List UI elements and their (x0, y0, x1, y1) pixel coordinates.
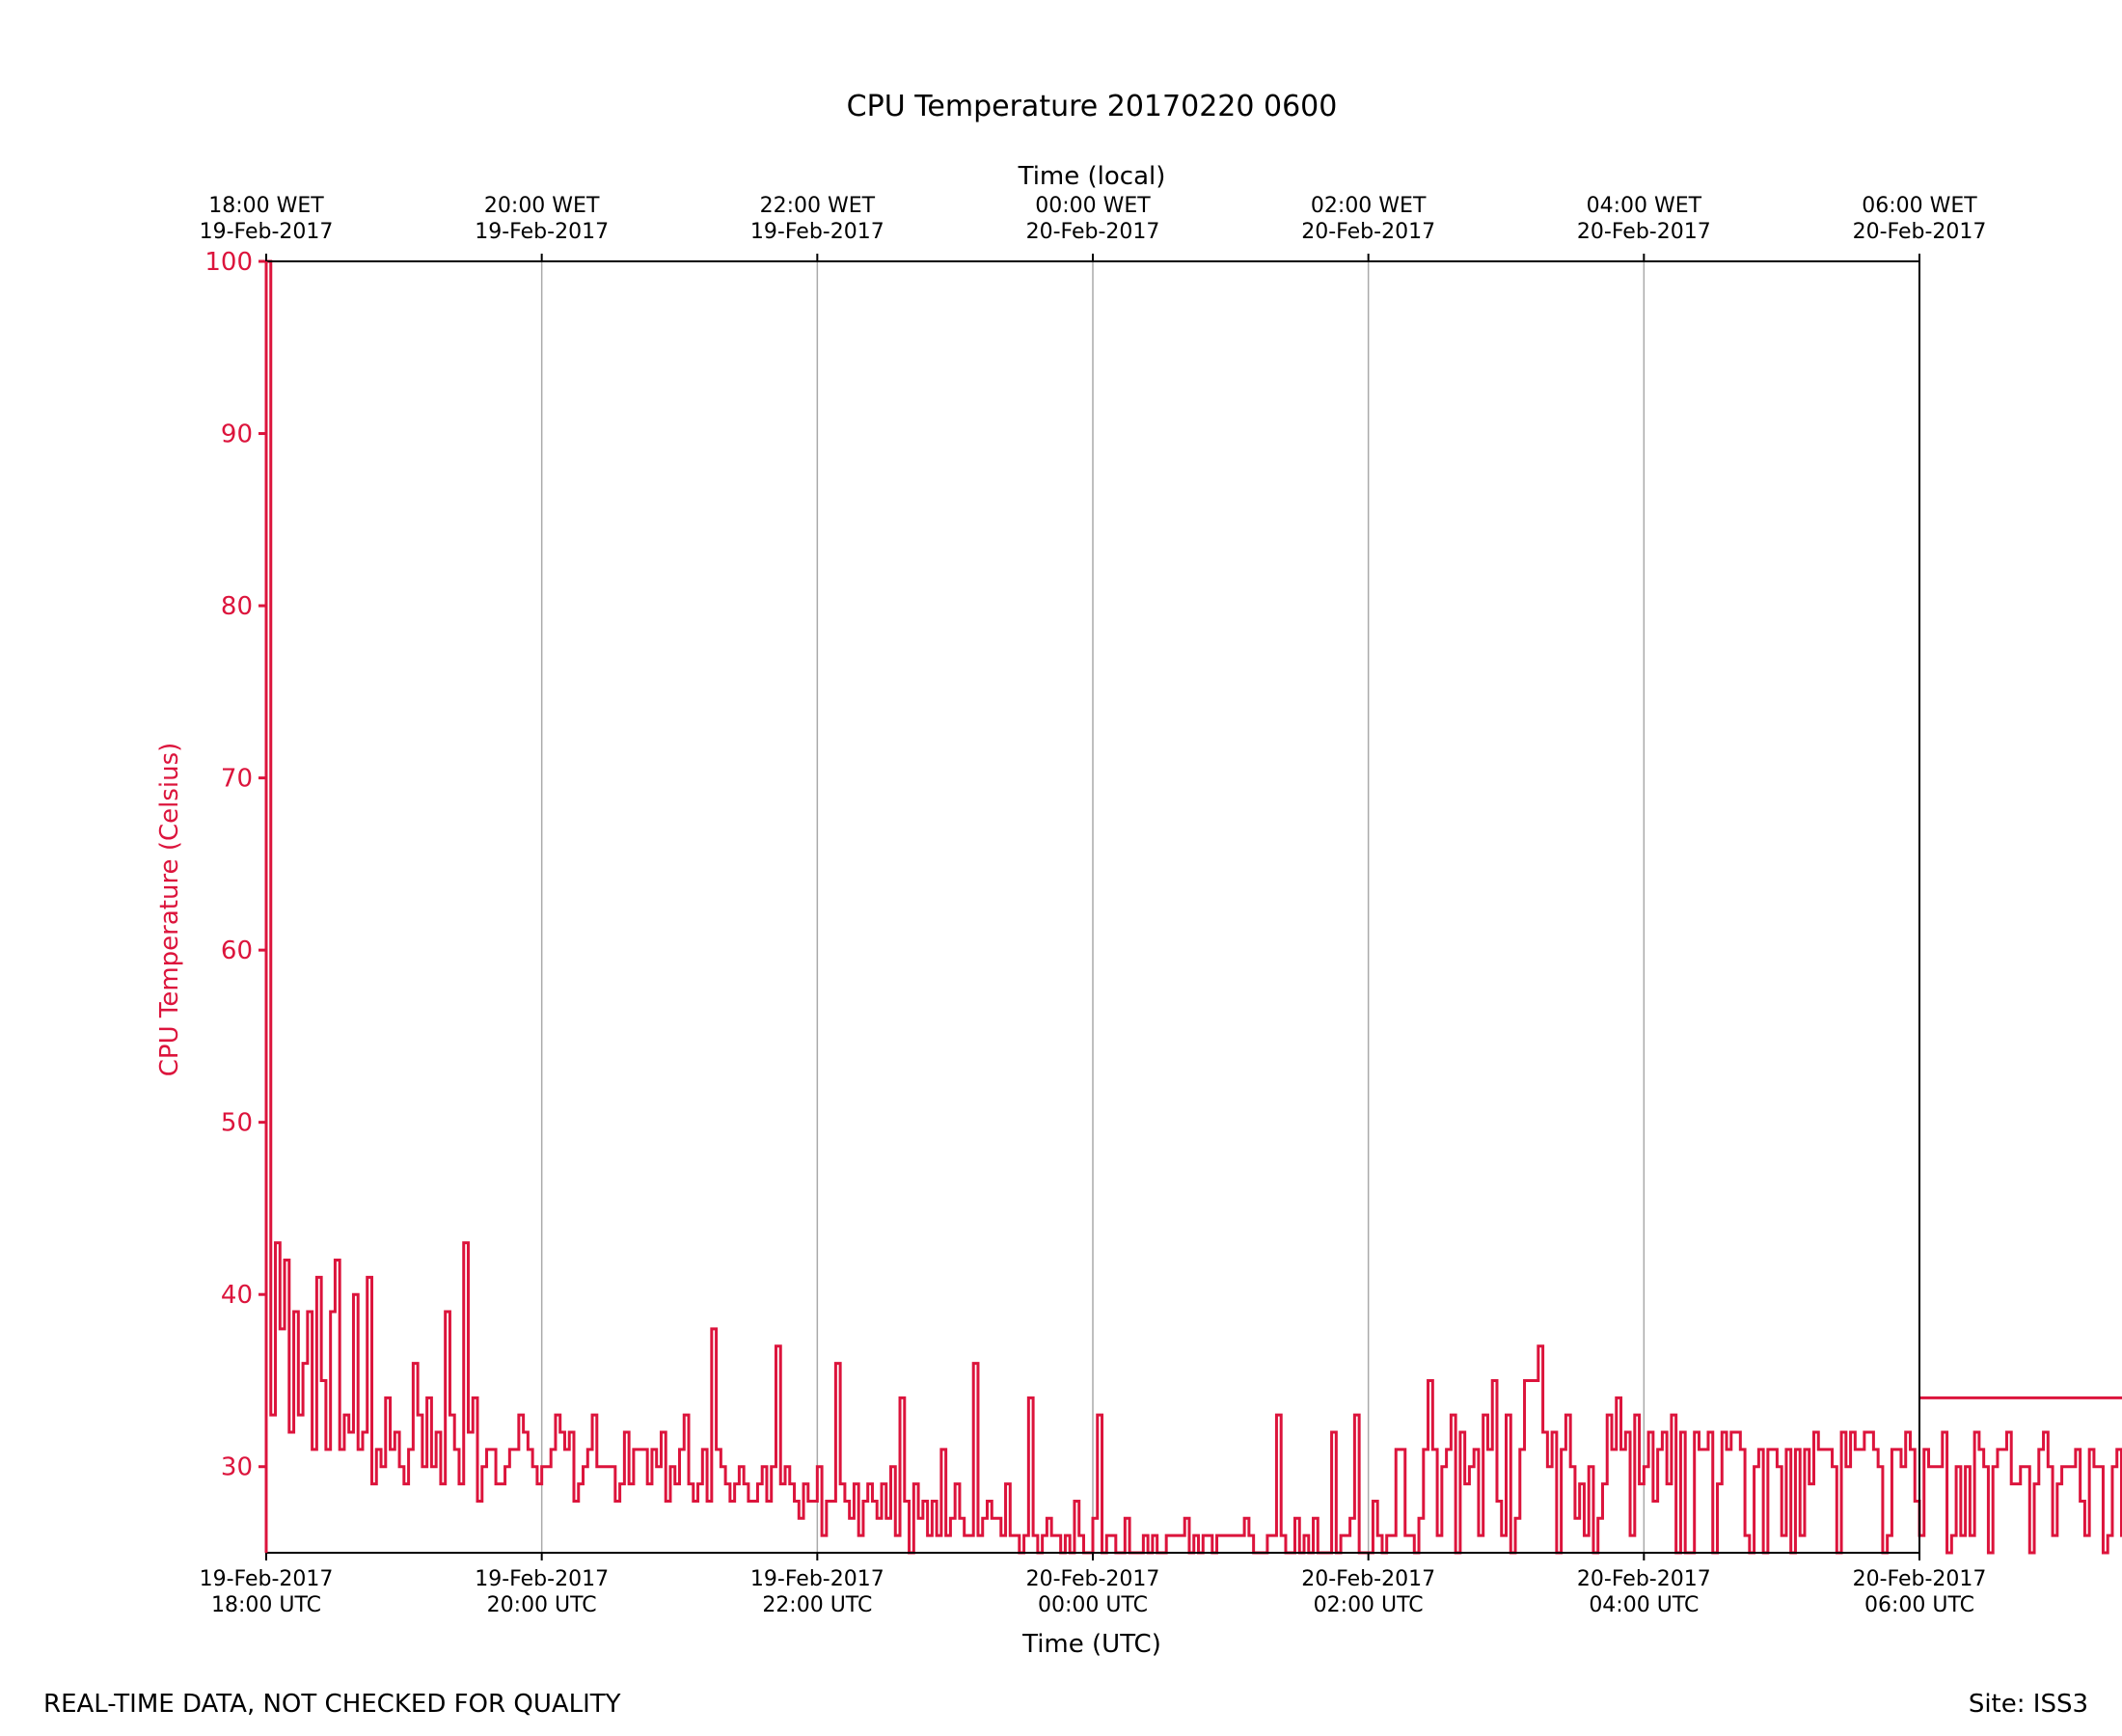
top-tick-label-time: 22:00 WET (760, 194, 876, 218)
x-tick-label-date: 19-Feb-2017 (200, 1567, 334, 1591)
top-tick-label-time: 20:00 WET (484, 194, 600, 218)
y-tick-label: 70 (221, 765, 253, 794)
top-tick-label-date: 19-Feb-2017 (200, 220, 334, 244)
y-tick-label: 90 (221, 420, 253, 449)
footer-site: Site: ISS3 (1969, 1690, 2088, 1719)
top-tick-label-time: 06:00 WET (1862, 194, 1977, 218)
data-series (266, 259, 2122, 1555)
x-tick-label-date: 20-Feb-2017 (1026, 1567, 1160, 1591)
x-tick-label-time: 02:00 UTC (1314, 1593, 1424, 1617)
x-tick-label-time: 18:00 UTC (211, 1593, 321, 1617)
top-tick-label-date: 20-Feb-2017 (1853, 220, 1987, 244)
top-axis-label: Time (local) (1018, 162, 1166, 191)
top-tick-label-date: 20-Feb-2017 (1577, 220, 1711, 244)
x-tick-label-time: 00:00 UTC (1038, 1593, 1148, 1617)
top-tick-label-time: 00:00 WET (1035, 194, 1151, 218)
top-tick-label-time: 02:00 WET (1311, 194, 1427, 218)
x-tick-label-time: 22:00 UTC (762, 1593, 872, 1617)
series-line (266, 259, 2122, 1555)
x-tick-label-time: 06:00 UTC (1864, 1593, 1974, 1617)
x-tick-label-time: 20:00 UTC (487, 1593, 597, 1617)
x-tick-label-date: 19-Feb-2017 (750, 1567, 884, 1591)
x-tick-label-date: 19-Feb-2017 (475, 1567, 609, 1591)
footer-quality-note: REAL-TIME DATA, NOT CHECKED FOR QUALITY (43, 1690, 621, 1719)
top-tick-label-date: 20-Feb-2017 (1301, 220, 1435, 244)
y-tick-label: 100 (204, 248, 253, 277)
y-tick-label: 80 (221, 592, 253, 621)
top-tick-label-time: 18:00 WET (208, 194, 324, 218)
y-tick-label: 30 (221, 1453, 253, 1482)
y-tick-label: 50 (221, 1109, 253, 1138)
x-tick-label-time: 04:00 UTC (1589, 1593, 1699, 1617)
y-axis-label: CPU Temperature (Celsius) (155, 743, 184, 1077)
y-tick-label: 40 (221, 1281, 253, 1310)
grid-lines (540, 261, 1646, 1553)
x-tick-label-date: 20-Feb-2017 (1853, 1567, 1987, 1591)
top-tick-label-date: 19-Feb-2017 (475, 220, 609, 244)
x-axis-label: Time (UTC) (1021, 1630, 1161, 1659)
chart-title: CPU Temperature 20170220 0600 (847, 90, 1338, 123)
y-axis-ticks: 30 40 50 60 70 80 90 100 (204, 248, 266, 1482)
y-tick-label: 60 (221, 936, 253, 965)
x-tick-label-date: 20-Feb-2017 (1301, 1567, 1435, 1591)
top-tick-label-time: 04:00 WET (1587, 194, 1702, 218)
x-tick-label-date: 20-Feb-2017 (1577, 1567, 1711, 1591)
top-tick-label-date: 20-Feb-2017 (1026, 220, 1160, 244)
top-tick-label-date: 19-Feb-2017 (750, 220, 884, 244)
